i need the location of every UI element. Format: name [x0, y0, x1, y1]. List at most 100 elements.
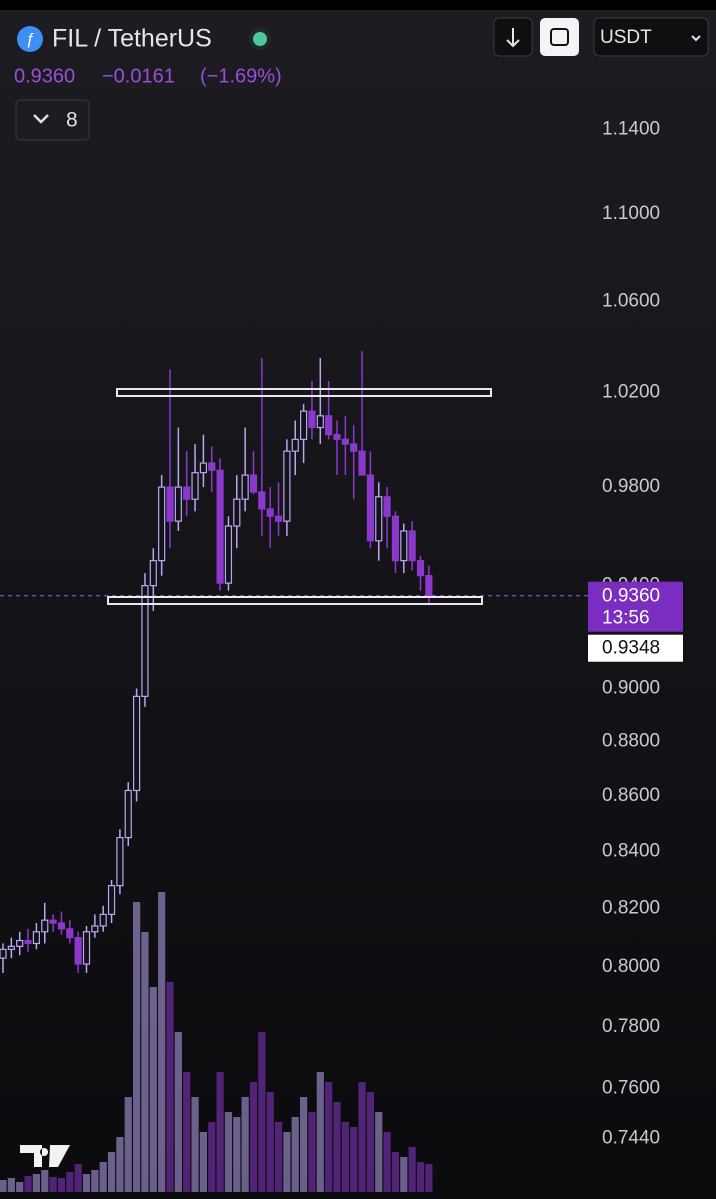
fullscreen-button[interactable]	[540, 18, 579, 56]
volume-bar	[116, 1137, 124, 1192]
price: 0.9360	[14, 65, 75, 87]
indicators-count: 8	[66, 109, 78, 132]
candle-body	[116, 836, 124, 887]
y-tick-label: 0.7440	[602, 1128, 660, 1149]
volume-bar	[350, 1127, 358, 1192]
y-tick-label: 0.7600	[602, 1077, 660, 1098]
candle-body	[133, 695, 141, 792]
volume-bar	[224, 1112, 233, 1192]
candle-body	[358, 450, 366, 476]
candle-body	[41, 919, 49, 933]
coin-logo	[17, 26, 43, 52]
volume-bar	[400, 1157, 408, 1192]
candle-body	[241, 474, 249, 500]
change-pct: (−1.69%)	[200, 65, 282, 87]
candle-body	[258, 491, 266, 510]
volume-bar	[216, 1072, 224, 1192]
volume-bar	[74, 1164, 82, 1192]
volume-bar	[425, 1164, 433, 1192]
last-price-label: 0.9360	[602, 586, 660, 607]
currency-select[interactable]	[593, 17, 709, 57]
candle-body	[141, 585, 149, 697]
candle-body	[375, 496, 383, 542]
resistance-box[interactable]	[116, 388, 492, 397]
candle-body	[57, 922, 66, 930]
volume-bar	[408, 1147, 416, 1192]
support-box[interactable]	[107, 596, 483, 605]
tradingview-logo[interactable]	[20, 1145, 70, 1167]
volume-bar	[391, 1152, 400, 1192]
candle-body	[416, 560, 425, 577]
candle-body	[107, 885, 116, 915]
select-chevron	[691, 35, 701, 42]
candle-body	[99, 913, 107, 927]
volume-bar	[199, 1132, 207, 1192]
volume-bar	[166, 982, 174, 1192]
volume-bar	[233, 1117, 241, 1192]
y-tick-label: 1.1000	[602, 203, 660, 224]
y-tick-label: 0.8400	[602, 841, 660, 862]
y-tick-label: 0.8000	[602, 956, 660, 977]
volume-bar	[300, 1097, 308, 1192]
candle-body	[16, 939, 24, 947]
y-tick-label: 0.7800	[602, 1016, 660, 1037]
volume-bar	[174, 1032, 182, 1192]
volume-bar	[266, 1092, 274, 1192]
volume-bar	[24, 1176, 32, 1192]
volume-bar	[124, 1097, 132, 1192]
candle-body	[149, 560, 157, 587]
candle-body	[166, 486, 174, 522]
candle-body	[199, 462, 207, 474]
y-tick-label: 0.8200	[602, 898, 660, 919]
crosshair-badge	[588, 634, 683, 662]
candle-body	[341, 438, 349, 445]
download-icon	[506, 28, 520, 48]
candle-body	[325, 415, 333, 436]
volume-bar	[57, 1178, 66, 1192]
candle-body	[208, 462, 216, 471]
candle-body	[124, 789, 132, 839]
volume-bar	[316, 1072, 324, 1192]
last-price-badge	[588, 581, 683, 632]
market-status	[253, 32, 267, 46]
candle-body	[333, 434, 341, 440]
candle-body	[391, 515, 400, 562]
volume-bar	[291, 1117, 299, 1192]
coin-logo-glyph: ƒ	[26, 31, 35, 48]
candle-body	[408, 530, 416, 562]
plot-area: 1.14001.10001.06001.02000.98000.94000.90…	[0, 119, 683, 1192]
candle-body	[350, 443, 358, 452]
volume-bar	[249, 1082, 258, 1192]
volume-bar	[341, 1122, 349, 1192]
volume-bar	[158, 892, 166, 1192]
volume-bar	[283, 1132, 291, 1192]
candle-body	[91, 925, 99, 933]
volume-bar	[375, 1112, 383, 1192]
volume-bar	[82, 1174, 91, 1192]
volume-bar	[91, 1170, 99, 1192]
candle-body	[291, 438, 299, 452]
candle-body	[308, 410, 316, 429]
volume-bar	[49, 1177, 57, 1192]
symbol[interactable]: FIL / TetherUS	[52, 25, 212, 53]
candle-body	[49, 919, 57, 924]
candle-body	[383, 496, 391, 517]
candle-body	[32, 931, 41, 945]
candle-body	[400, 530, 408, 562]
candle-body	[66, 928, 74, 939]
y-tick-label: 0.8800	[602, 731, 660, 752]
candle-body	[0, 948, 7, 959]
volume-bar	[141, 932, 149, 1192]
volume-bar	[7, 1178, 15, 1192]
candle-body	[366, 474, 374, 542]
y-tick-label: 0.9800	[602, 476, 660, 497]
candle-body	[425, 575, 433, 597]
status-bar	[0, 0, 716, 10]
candle-body	[183, 486, 191, 500]
candle-body	[158, 486, 166, 562]
currency: USDT	[600, 27, 652, 48]
indicators-toggle[interactable]	[15, 99, 90, 141]
volume-bar	[241, 1097, 249, 1192]
chevron-icon	[33, 114, 49, 124]
